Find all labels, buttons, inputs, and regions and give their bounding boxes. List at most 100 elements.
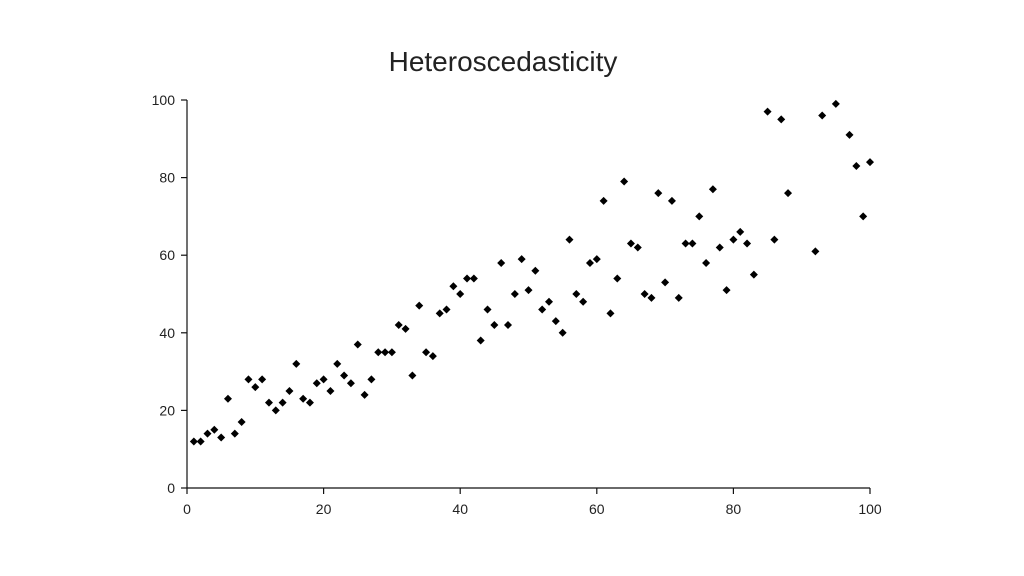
- data-point: [729, 235, 738, 244]
- data-point: [278, 398, 287, 407]
- data-point: [688, 239, 697, 248]
- data-point: [674, 293, 683, 302]
- data-point: [770, 235, 779, 244]
- data-point: [852, 161, 861, 170]
- data-point: [517, 255, 526, 264]
- y-tick-label: 80: [159, 170, 175, 186]
- data-point: [456, 290, 465, 298]
- data-point: [251, 383, 260, 392]
- data-point: [237, 418, 246, 427]
- data-point: [340, 371, 349, 380]
- y-tick-label: 100: [152, 92, 176, 108]
- data-point: [415, 301, 424, 310]
- data-point: [633, 243, 642, 252]
- data-point: [435, 309, 444, 318]
- data-point: [722, 286, 731, 295]
- data-point: [510, 290, 519, 298]
- data-point: [210, 425, 219, 434]
- data-point: [258, 375, 267, 384]
- data-point: [387, 348, 396, 357]
- data-point: [299, 394, 308, 403]
- data-point: [579, 297, 588, 306]
- data-point: [551, 317, 560, 326]
- data-point: [736, 227, 745, 236]
- data-point: [565, 235, 574, 244]
- data-point: [230, 429, 239, 438]
- data-point: [531, 266, 540, 275]
- data-point: [394, 321, 403, 330]
- data-point: [469, 274, 478, 283]
- data-point: [319, 375, 328, 384]
- data-point: [333, 359, 342, 368]
- y-tick-label: 60: [159, 247, 175, 263]
- data-point: [408, 371, 417, 380]
- data-point: [613, 274, 622, 283]
- x-tick-label: 60: [589, 501, 605, 517]
- data-point: [442, 305, 451, 314]
- x-tick-label: 100: [858, 501, 882, 517]
- data-point: [422, 348, 431, 357]
- data-point: [504, 321, 513, 330]
- data-point: [606, 309, 615, 318]
- data-point: [620, 177, 629, 186]
- data-point: [572, 290, 581, 298]
- data-point: [654, 189, 663, 198]
- data-point: [223, 394, 232, 403]
- data-point: [715, 243, 724, 252]
- data-points: [189, 99, 874, 446]
- data-point: [640, 290, 649, 298]
- data-point: [538, 305, 547, 314]
- data-point: [476, 336, 485, 345]
- data-point: [599, 196, 608, 205]
- axes: 0 20 40 60 80 100 0 20 40 60 80 100: [152, 92, 882, 517]
- data-point: [558, 328, 567, 337]
- data-point: [367, 375, 376, 384]
- data-point: [271, 406, 280, 415]
- data-point: [749, 270, 758, 279]
- data-point: [763, 107, 772, 116]
- data-point: [784, 189, 793, 198]
- y-tick-label: 40: [159, 325, 175, 341]
- data-point: [217, 433, 226, 442]
- data-point: [695, 212, 704, 221]
- data-point: [681, 239, 690, 248]
- data-point: [661, 278, 670, 287]
- data-point: [497, 258, 506, 267]
- data-point: [428, 352, 437, 361]
- data-point: [626, 239, 635, 248]
- data-point: [483, 305, 492, 314]
- data-point: [743, 239, 752, 248]
- data-point: [346, 379, 355, 388]
- data-point: [203, 429, 212, 438]
- data-point: [831, 99, 840, 108]
- data-point: [592, 255, 601, 264]
- data-point: [777, 115, 786, 124]
- data-point: [312, 379, 321, 388]
- data-point: [463, 274, 472, 283]
- chart-title: Heteroscedasticity: [389, 46, 618, 77]
- y-tick-label: 0: [167, 480, 175, 496]
- x-tick-label: 20: [316, 501, 332, 517]
- data-point: [667, 196, 676, 205]
- data-point: [326, 387, 335, 395]
- data-point: [845, 130, 854, 139]
- data-point: [866, 158, 874, 167]
- data-point: [189, 437, 198, 446]
- data-point: [702, 258, 711, 267]
- data-point: [811, 247, 820, 256]
- data-point: [859, 212, 868, 221]
- data-point: [490, 321, 499, 330]
- data-point: [401, 324, 410, 333]
- data-point: [285, 387, 294, 395]
- data-point: [292, 359, 301, 368]
- data-point: [381, 348, 390, 357]
- data-point: [449, 282, 458, 291]
- data-point: [818, 111, 827, 120]
- y-tick-label: 20: [159, 402, 175, 418]
- data-point: [524, 286, 533, 295]
- data-point: [374, 348, 383, 357]
- data-point: [305, 398, 314, 407]
- data-point: [196, 437, 205, 446]
- data-point: [647, 293, 656, 302]
